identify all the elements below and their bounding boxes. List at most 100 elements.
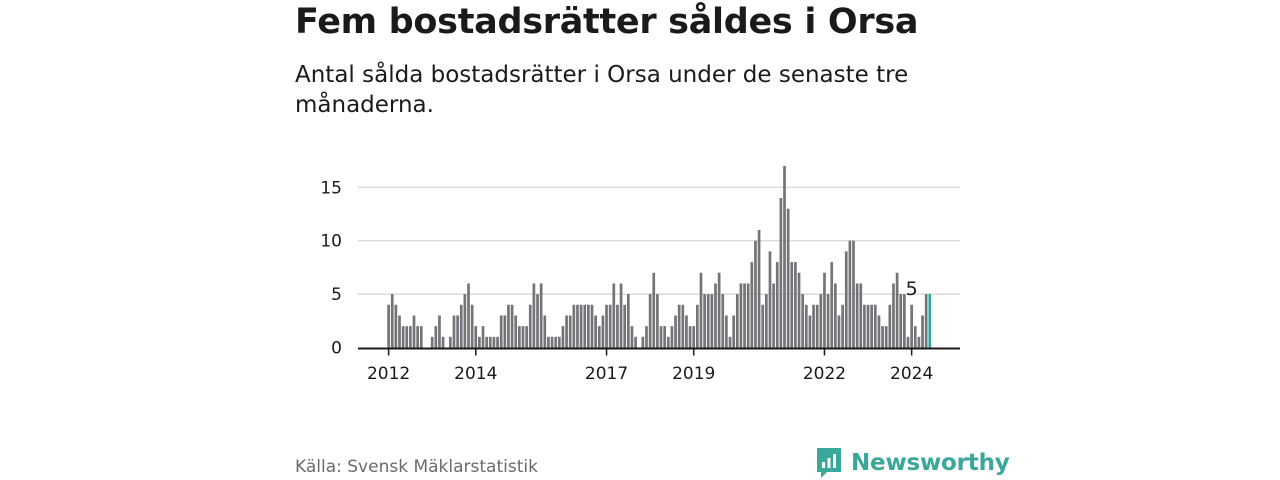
bar: [652, 272, 656, 348]
bar: [873, 304, 877, 348]
gridlines: [358, 186, 960, 295]
bar: [714, 283, 717, 348]
bar: [419, 326, 423, 348]
bar: [648, 294, 652, 348]
bar: [768, 251, 772, 348]
bar: [855, 283, 859, 348]
bar: [681, 304, 685, 348]
bar: [579, 304, 583, 348]
bar: [601, 315, 605, 348]
bar: [881, 326, 884, 348]
bar: [536, 294, 539, 348]
bar: [699, 272, 703, 348]
bar: [409, 326, 412, 348]
bar: [692, 326, 696, 348]
bar: [561, 326, 565, 348]
bar: [910, 304, 913, 348]
bar: [688, 326, 692, 348]
bar: [430, 336, 434, 348]
bar: [492, 336, 496, 348]
bar: [605, 304, 608, 348]
bar: [387, 304, 390, 348]
bar: [750, 262, 754, 348]
bar: [478, 336, 481, 348]
x-tick-label: 2012: [367, 364, 410, 384]
x-tick-label: 2024: [890, 364, 933, 384]
bar: [550, 336, 554, 348]
bar: [568, 315, 572, 348]
x-tick-label: 2019: [672, 364, 715, 384]
x-tick-label: 2017: [585, 364, 628, 384]
y-tick-label: 15: [320, 178, 342, 198]
bar: [518, 326, 521, 348]
bar: [525, 326, 528, 348]
bar: [459, 304, 463, 348]
bar: [659, 326, 663, 348]
bar: [557, 336, 561, 348]
bar: [416, 326, 419, 348]
bar: [706, 294, 710, 348]
x-tick-label: 2014: [454, 364, 497, 384]
bar: [757, 230, 761, 348]
bar: [467, 283, 470, 348]
bar: [521, 326, 525, 348]
bar: [735, 294, 739, 348]
bar: [765, 294, 768, 348]
bar: [405, 326, 409, 348]
bar: [626, 294, 630, 348]
bar: [786, 208, 790, 348]
bar: [801, 294, 805, 348]
newsworthy-logo-text: Newsworthy: [851, 450, 1010, 476]
bar: [634, 336, 637, 348]
bar: [917, 336, 921, 348]
bar: [812, 304, 815, 348]
bar: [488, 336, 492, 348]
bar: [794, 262, 797, 348]
bar: [921, 315, 924, 348]
y-tick-label: 0: [331, 339, 342, 359]
bar: [401, 326, 405, 348]
bar: [830, 262, 834, 348]
bar: [645, 326, 648, 348]
bar: [695, 304, 699, 348]
bar: [866, 304, 870, 348]
bar: [510, 304, 514, 348]
bar: [576, 304, 579, 348]
bar: [819, 294, 823, 348]
bar: [616, 304, 619, 348]
bar: [903, 294, 906, 348]
bar: [844, 251, 848, 348]
bar: [528, 304, 532, 348]
bar: [594, 315, 597, 348]
bar: [779, 197, 783, 348]
bar: [728, 336, 732, 348]
bar: [906, 336, 910, 348]
bar: [670, 326, 674, 348]
bar: [554, 336, 558, 348]
bar: [663, 326, 666, 348]
bar: [775, 262, 779, 348]
newsworthy-logo[interactable]: Newsworthy: [815, 446, 1010, 480]
bar: [394, 304, 398, 348]
bar: [859, 283, 863, 348]
bar: [463, 294, 467, 348]
bar: [503, 315, 507, 348]
bar: [772, 283, 775, 348]
bar: [674, 315, 677, 348]
bar: [434, 326, 438, 348]
bar: [834, 283, 837, 348]
bar: [656, 294, 659, 348]
bar: [398, 315, 401, 348]
bar: [608, 304, 612, 348]
source-note: Källa: Svensk Mäklarstatistik: [295, 457, 538, 477]
bar: [456, 315, 459, 348]
bar: [539, 283, 543, 348]
bar: [783, 165, 786, 348]
bar: [732, 315, 736, 348]
bar: [721, 294, 725, 348]
bar: [474, 326, 478, 348]
bar: [685, 315, 688, 348]
bar: [888, 304, 892, 348]
bar: [449, 336, 452, 348]
bar: [532, 283, 536, 348]
